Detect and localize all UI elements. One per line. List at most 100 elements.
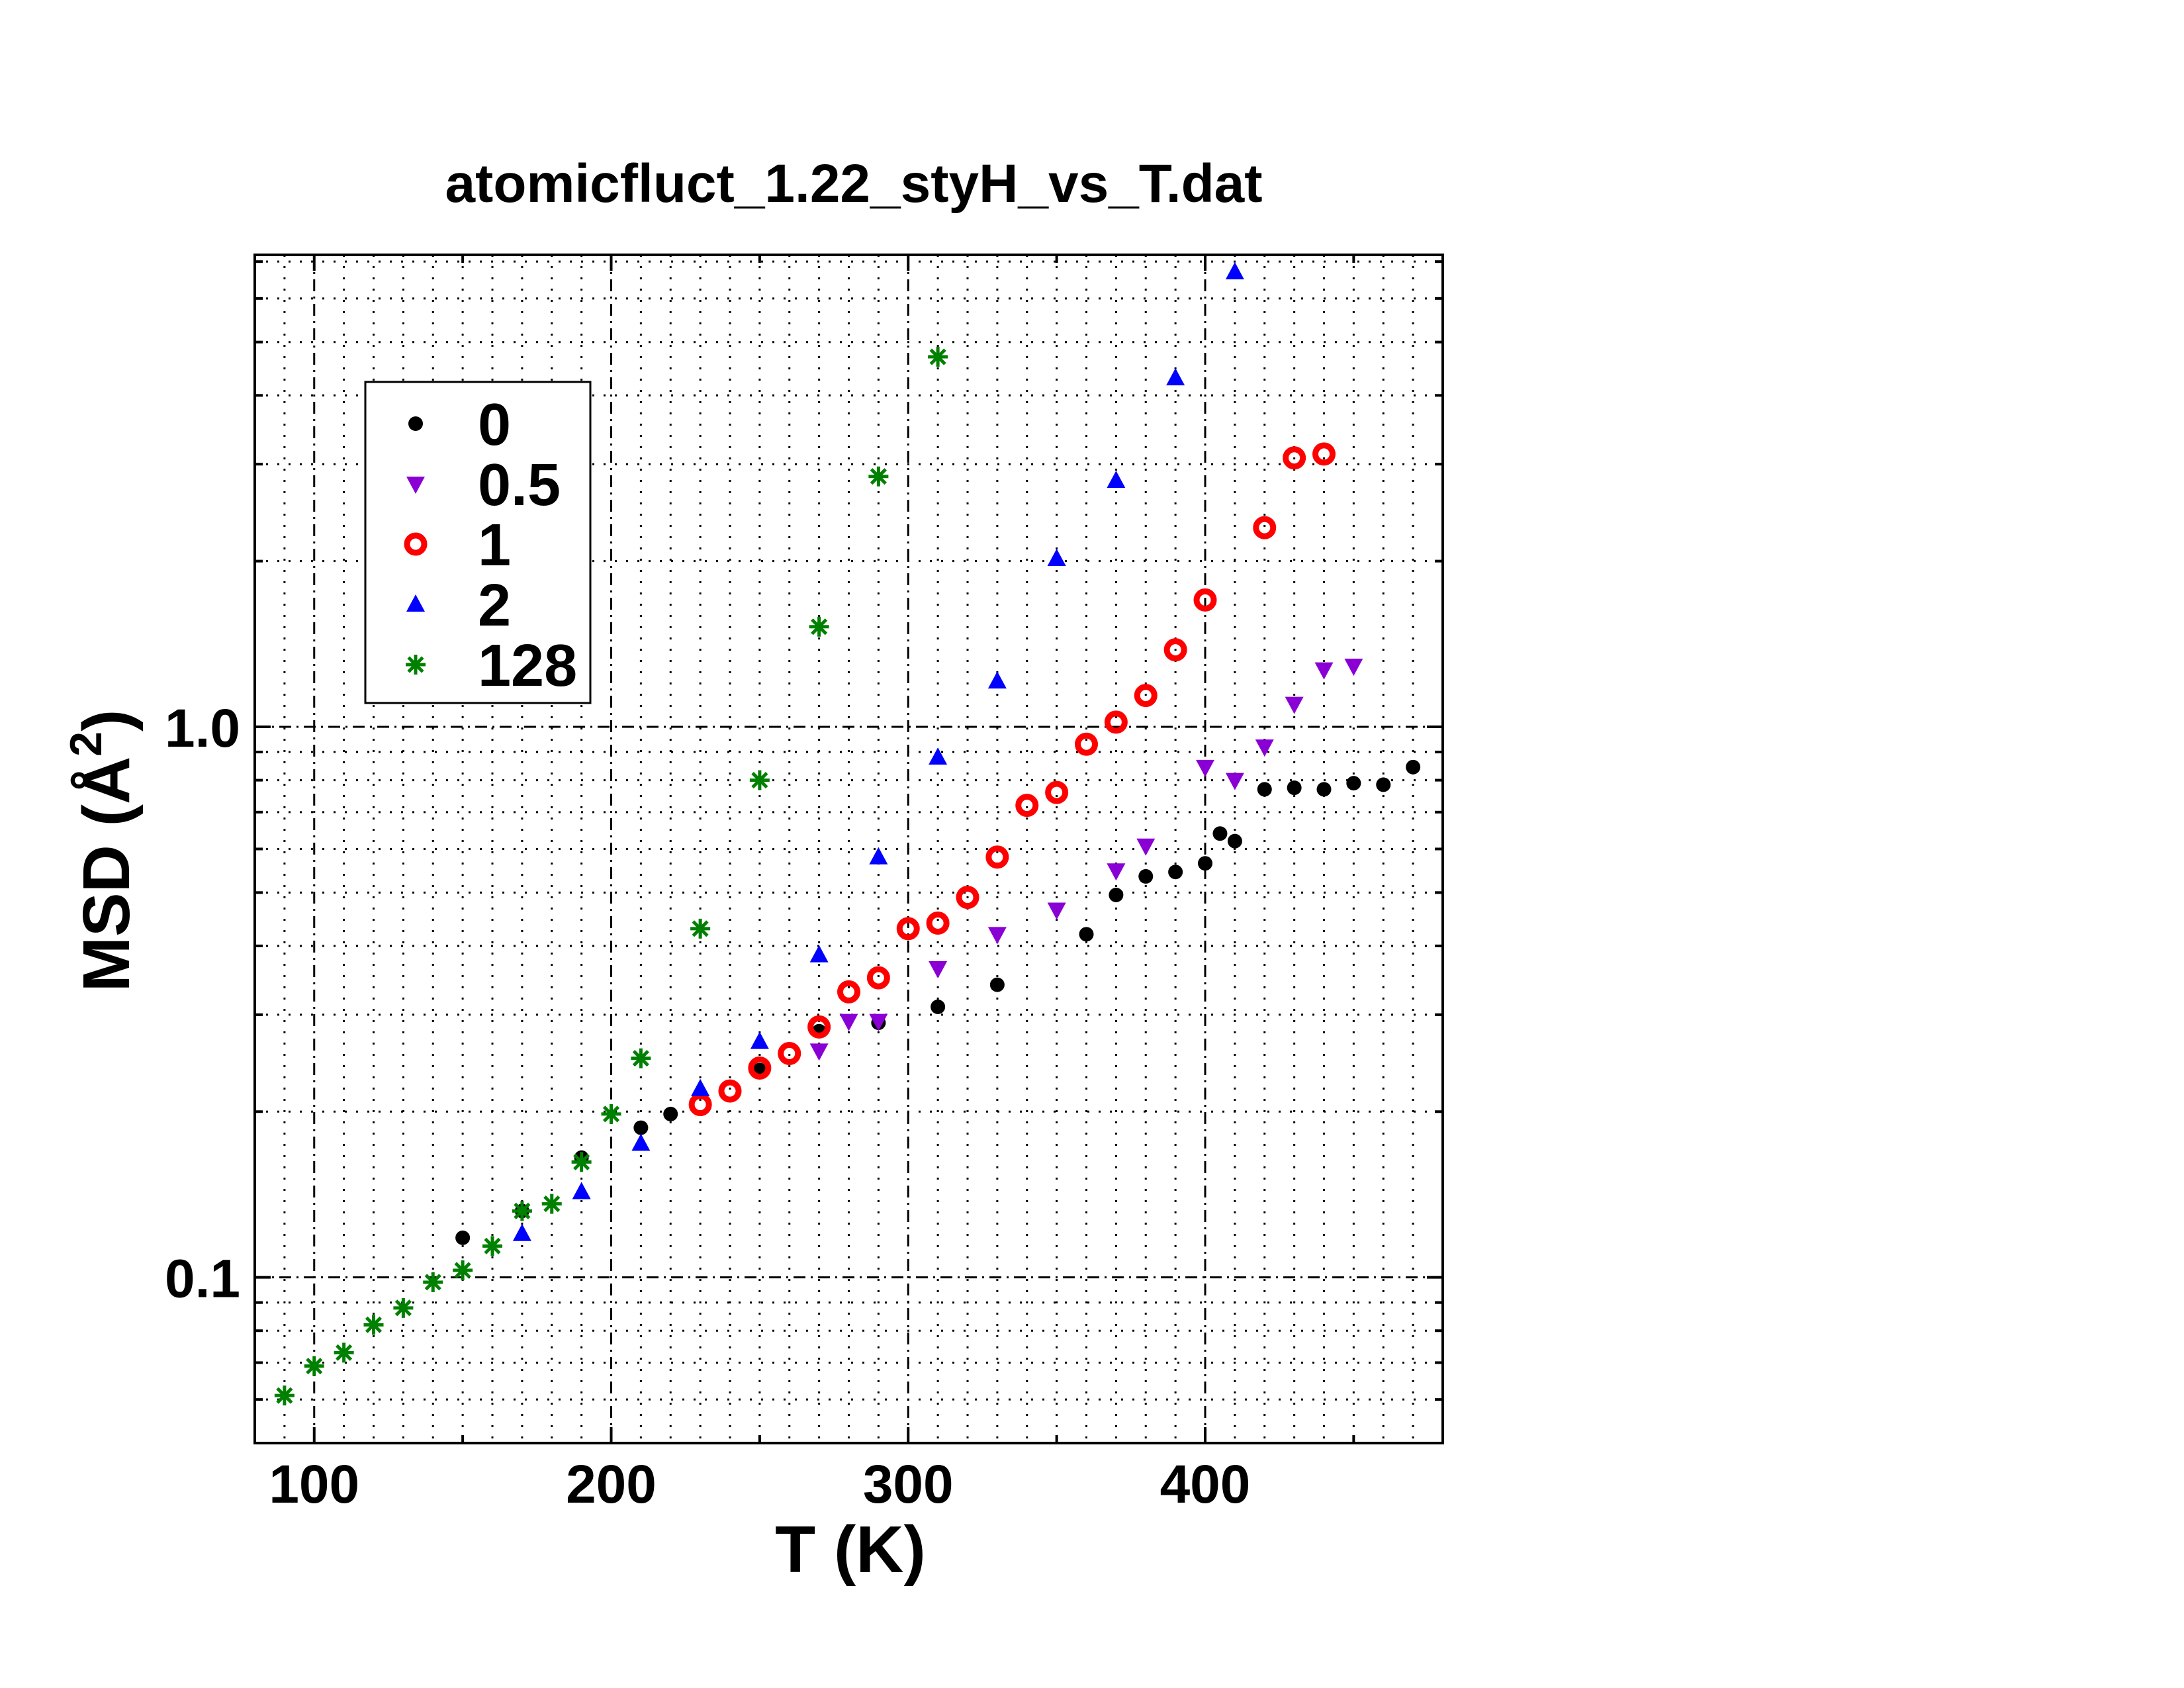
y-axis-label: MSD (Å2) <box>61 710 144 992</box>
data-point <box>1376 777 1391 792</box>
legend-marker-0.5 <box>406 477 425 494</box>
data-point <box>1015 794 1039 818</box>
data-point <box>896 917 920 941</box>
y-axis-label-main: MSD (Å <box>69 757 144 992</box>
data-point <box>1047 902 1066 920</box>
x-axis-label: T (K) <box>775 1513 926 1587</box>
data-point <box>1285 696 1304 714</box>
data-point <box>866 966 890 990</box>
legend-label-128: 128 <box>478 633 577 699</box>
data-point <box>1255 739 1274 757</box>
data-point <box>1227 833 1242 849</box>
data-point <box>1138 868 1154 884</box>
data-point <box>1198 856 1212 871</box>
data-point <box>631 1133 651 1151</box>
data-point <box>633 1120 649 1135</box>
data-point <box>1287 780 1302 796</box>
data-point <box>1134 684 1158 708</box>
x-tick-label: 400 <box>1160 1454 1251 1515</box>
data-point <box>869 1013 888 1031</box>
data-point <box>778 1042 801 1066</box>
data-point <box>1225 261 1244 279</box>
y-axis-label-superscript: 2 <box>61 731 111 757</box>
data-point <box>837 980 860 1004</box>
data-point <box>809 1043 829 1061</box>
data-point <box>1168 865 1183 880</box>
data-point <box>987 927 1007 945</box>
data-point <box>482 1236 502 1256</box>
data-point <box>869 847 888 865</box>
legend-marker-2 <box>406 594 425 612</box>
data-point <box>839 1013 858 1031</box>
data-point <box>512 1201 532 1221</box>
data-point <box>987 671 1007 689</box>
data-point <box>928 347 948 367</box>
data-markers <box>274 261 1421 1406</box>
data-point <box>1312 442 1336 466</box>
data-point <box>541 1194 562 1214</box>
data-point <box>1406 759 1421 774</box>
data-point <box>750 1031 769 1049</box>
data-point <box>956 886 979 910</box>
data-point <box>748 1056 772 1080</box>
data-point <box>929 961 948 979</box>
data-point <box>1212 826 1228 841</box>
series-128 <box>274 347 948 1406</box>
data-point <box>1047 549 1066 567</box>
data-point <box>690 918 711 939</box>
legend-label-0.5: 0.5 <box>478 452 561 518</box>
x-tick-label: 200 <box>566 1454 657 1515</box>
data-point <box>718 1079 742 1103</box>
series-1 <box>688 442 1336 1117</box>
legend-box <box>364 381 592 704</box>
data-point <box>985 845 1009 869</box>
data-point <box>304 1356 324 1376</box>
data-point <box>571 1152 592 1172</box>
legend-marker-1 <box>404 532 428 556</box>
data-point <box>807 1015 831 1039</box>
x-tick-label: 100 <box>269 1454 359 1515</box>
legend-marker-128 <box>406 655 426 675</box>
data-point <box>1257 782 1272 797</box>
y-tick-label: 1.0 <box>165 698 240 759</box>
data-point <box>691 1078 710 1096</box>
data-point <box>1045 780 1069 804</box>
data-point <box>663 1106 678 1121</box>
series-0 <box>455 759 1421 1245</box>
grid-lines <box>255 255 1443 1443</box>
data-point <box>688 1093 712 1117</box>
legend-marker-0 <box>408 416 423 431</box>
legend-label-2: 2 <box>478 573 511 639</box>
legend-label-1: 1 <box>478 512 511 579</box>
data-point <box>1346 776 1361 791</box>
y-axis-label-close: ) <box>69 710 144 731</box>
series-2 <box>512 261 1244 1241</box>
chart-title: atomicfluct_1.22_styH_vs_T.dat <box>445 154 1262 214</box>
data-point <box>274 1385 295 1406</box>
legend-label-0: 0 <box>478 392 511 458</box>
data-point <box>1314 662 1334 680</box>
data-point <box>334 1342 354 1363</box>
data-point <box>1107 863 1126 881</box>
data-point <box>929 747 948 765</box>
data-point <box>868 466 889 487</box>
data-point <box>1193 588 1217 612</box>
data-point <box>1344 659 1363 677</box>
data-point <box>749 770 770 790</box>
data-point <box>809 616 829 637</box>
data-point <box>1163 638 1187 662</box>
data-point <box>1166 368 1185 386</box>
data-point <box>1104 710 1128 734</box>
data-point <box>809 945 829 962</box>
data-point <box>989 977 1005 992</box>
data-point <box>572 1182 591 1199</box>
y-tick-label: 0.1 <box>165 1249 240 1309</box>
data-point <box>1196 759 1214 777</box>
data-point <box>1109 887 1124 902</box>
x-tick-label: 300 <box>863 1454 954 1515</box>
data-point <box>931 1000 946 1015</box>
data-point <box>512 1223 531 1241</box>
data-point <box>1079 927 1094 942</box>
series-0.5 <box>809 659 1363 1061</box>
